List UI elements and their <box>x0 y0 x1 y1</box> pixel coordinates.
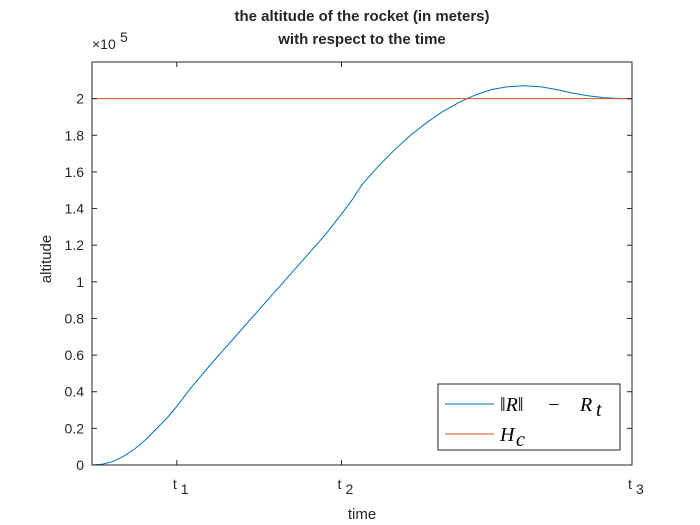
y-tick-label: 0.6 <box>65 347 85 363</box>
y-tick-label: 1 <box>76 274 84 290</box>
legend-box <box>437 383 621 451</box>
y-tick-label: 1.6 <box>65 164 85 180</box>
x-tick-label-1: t <box>173 476 177 492</box>
legend: ‖R‖ − R t H c <box>437 383 621 451</box>
y-tick-label: 0.4 <box>65 384 85 400</box>
y-axis-label: altitude <box>38 235 55 283</box>
y-tick-label: 0.2 <box>65 420 85 436</box>
legend-label-series-2-sub: c <box>516 429 525 451</box>
chart-title-line-2: with respect to the time <box>277 31 446 48</box>
x-tick-label-sub-1: 1 <box>181 481 189 497</box>
y-tick-label: 1.2 <box>65 237 85 253</box>
legend-label-series-2-base: H <box>499 424 516 446</box>
plot-area <box>91 85 632 466</box>
legend-label-series-1-rhs: R <box>579 394 592 416</box>
y-tick-label: 0 <box>76 457 84 473</box>
legend-label-series-1-op: − <box>547 394 561 416</box>
x-tick-label-sub-3: 3 <box>636 481 644 497</box>
y-tick-label: 2 <box>76 91 84 107</box>
axes-box <box>91 61 633 466</box>
x-tick-label-2: t <box>338 476 342 492</box>
legend-label-series-1-rhs-sub: t <box>596 399 602 421</box>
axes: 00.20.40.60.811.21.41.61.82t 1 t 2 t 3 <box>65 61 644 497</box>
series-line-1 <box>91 85 632 466</box>
legend-label-series-2: H c <box>499 424 525 451</box>
x-tick-label-3: t <box>628 476 632 492</box>
y-exponent-base: ×10 <box>92 36 116 52</box>
x-axis-label: time <box>348 506 376 523</box>
y-exponent-label: ×10 5 <box>92 29 128 52</box>
y-exponent-power: 5 <box>120 29 128 45</box>
legend-label-series-1: ‖R‖ − R t <box>500 394 602 421</box>
x-tick-label-sub-2: 2 <box>345 481 353 497</box>
chart-title-line-1: the altitude of the rocket (in meters) <box>234 8 489 25</box>
y-tick-label: 1.8 <box>65 127 85 143</box>
y-tick-label: 0.8 <box>65 310 85 326</box>
legend-label-series-1-lhs: ‖R‖ <box>500 394 523 416</box>
y-tick-label: 1.4 <box>65 201 85 217</box>
